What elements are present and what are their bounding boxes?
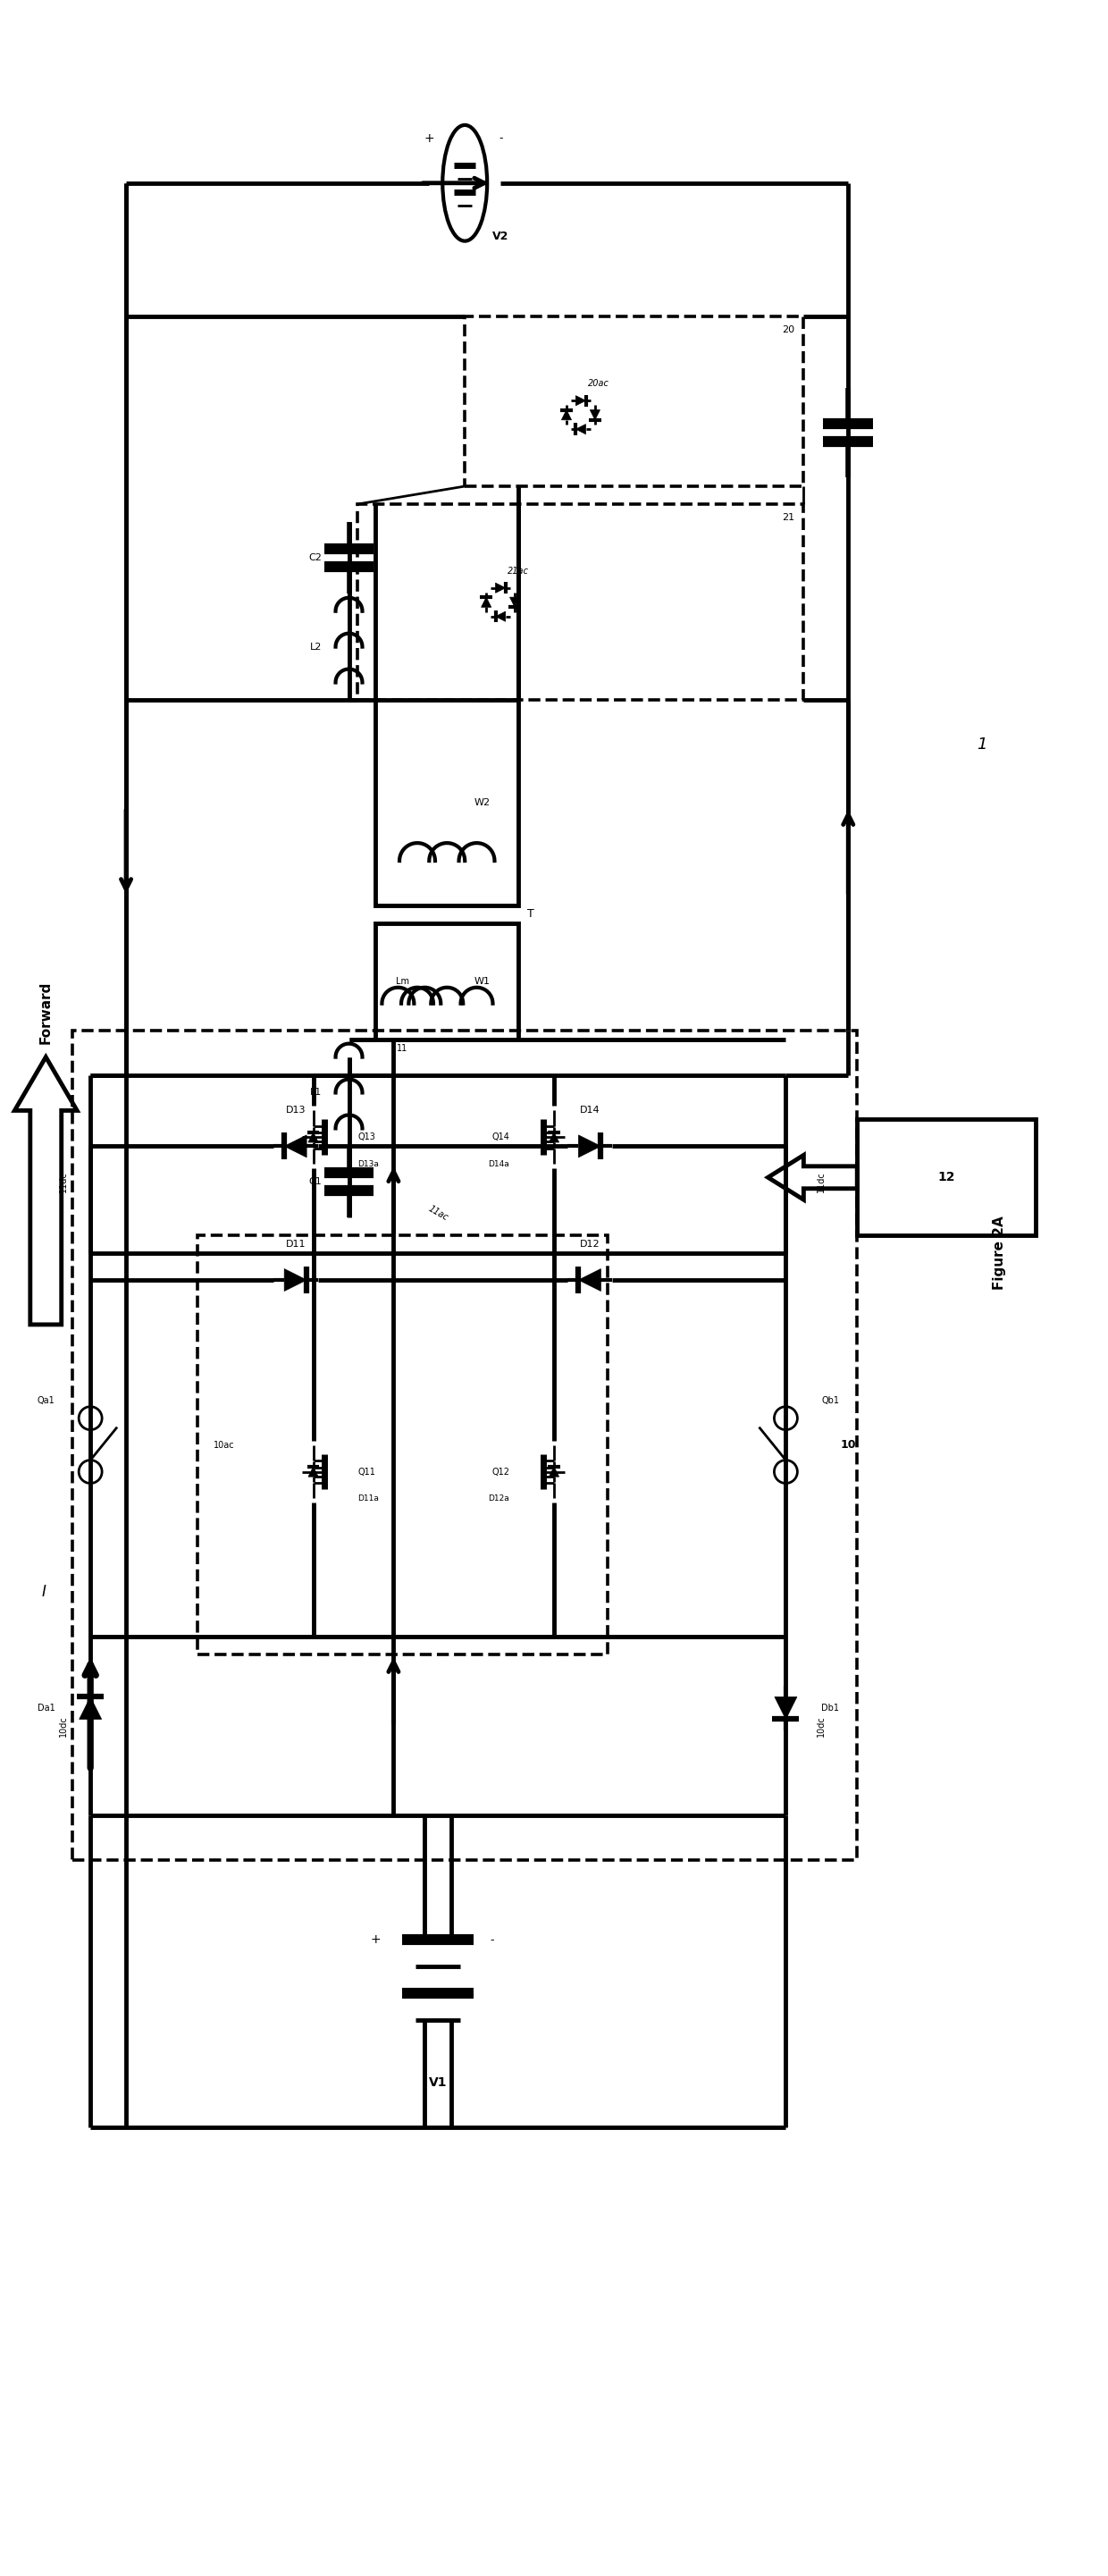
Text: D12a: D12a: [489, 1494, 510, 1502]
Bar: [376, 922, 519, 1038]
Bar: [197, 1236, 607, 1654]
Text: Db1: Db1: [821, 1703, 840, 1713]
Bar: [858, 1121, 1036, 1236]
Text: W1: W1: [474, 976, 490, 987]
Polygon shape: [576, 425, 586, 435]
Text: D11a: D11a: [358, 1494, 379, 1502]
Text: 11dc: 11dc: [59, 1172, 68, 1193]
Text: Da1: Da1: [37, 1703, 54, 1713]
Text: D13a: D13a: [358, 1159, 379, 1167]
Text: 20ac: 20ac: [588, 379, 609, 389]
Polygon shape: [548, 1133, 560, 1141]
Bar: [465, 317, 803, 487]
Text: T: T: [527, 909, 534, 920]
Text: C2: C2: [309, 554, 322, 562]
Text: +: +: [424, 131, 434, 144]
Polygon shape: [308, 1466, 318, 1476]
Polygon shape: [80, 1698, 102, 1718]
Polygon shape: [510, 598, 520, 608]
Text: 21ac: 21ac: [507, 567, 529, 574]
Text: W2: W2: [474, 799, 490, 806]
Text: Lm: Lm: [396, 976, 409, 987]
Text: D12: D12: [579, 1239, 599, 1249]
Text: Q12: Q12: [492, 1468, 510, 1476]
Bar: [72, 1030, 858, 1860]
Polygon shape: [308, 1133, 318, 1141]
Text: 10ac: 10ac: [214, 1440, 235, 1450]
Text: L2: L2: [310, 641, 322, 652]
Polygon shape: [481, 598, 491, 608]
Polygon shape: [774, 1698, 797, 1718]
Text: 11dc: 11dc: [817, 1172, 825, 1193]
Polygon shape: [578, 1136, 601, 1157]
Text: Qb1: Qb1: [821, 1396, 840, 1404]
Text: Q14: Q14: [492, 1133, 510, 1141]
Text: -: -: [490, 1935, 493, 1945]
Polygon shape: [495, 582, 505, 592]
Polygon shape: [495, 611, 505, 621]
Text: D13: D13: [286, 1105, 306, 1115]
Text: 11: 11: [397, 1043, 408, 1054]
Text: D14: D14: [579, 1105, 599, 1115]
Text: 12: 12: [937, 1172, 955, 1182]
Polygon shape: [591, 410, 601, 420]
Text: 10dc: 10dc: [817, 1716, 825, 1736]
Polygon shape: [578, 1270, 601, 1291]
Text: 1: 1: [977, 737, 987, 752]
Text: V2: V2: [492, 232, 509, 242]
Text: Q11: Q11: [358, 1468, 376, 1476]
Polygon shape: [548, 1466, 560, 1476]
Text: C1: C1: [309, 1177, 322, 1188]
Text: Q13: Q13: [358, 1133, 376, 1141]
Polygon shape: [562, 410, 572, 420]
Text: D14a: D14a: [489, 1159, 510, 1167]
Text: L1: L1: [310, 1087, 322, 1097]
Text: I: I: [41, 1584, 45, 1600]
Text: 11ac: 11ac: [427, 1203, 450, 1221]
Bar: [358, 505, 803, 701]
Text: +: +: [370, 1935, 381, 1947]
Text: 21: 21: [782, 513, 794, 523]
Bar: [376, 701, 519, 904]
Text: -: -: [499, 131, 503, 144]
Polygon shape: [285, 1270, 307, 1291]
Text: Qa1: Qa1: [37, 1396, 54, 1404]
Text: 10dc: 10dc: [59, 1716, 68, 1736]
Polygon shape: [285, 1136, 307, 1157]
Text: D11: D11: [286, 1239, 306, 1249]
Text: 20: 20: [782, 325, 794, 335]
Text: Forward: Forward: [39, 981, 52, 1043]
Text: V1: V1: [429, 2076, 448, 2089]
Text: Figure 2A: Figure 2A: [993, 1216, 1006, 1291]
Polygon shape: [576, 397, 586, 404]
Text: 10: 10: [840, 1440, 856, 1450]
